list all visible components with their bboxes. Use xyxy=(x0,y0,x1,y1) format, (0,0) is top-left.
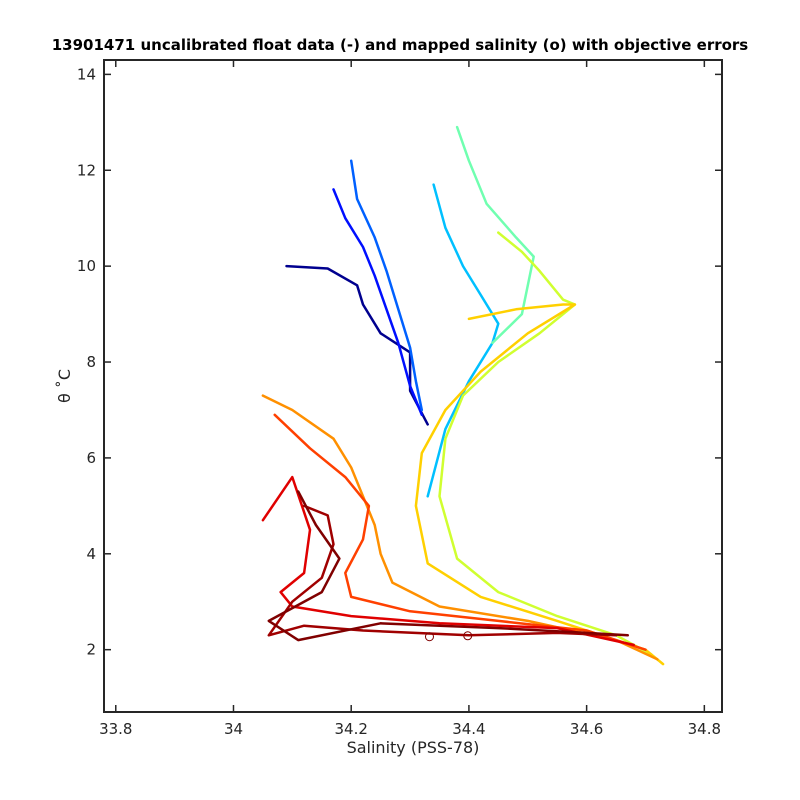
profile-line-5 xyxy=(455,125,535,345)
x-tick-label: 34.8 xyxy=(688,720,721,738)
profile-line-12 xyxy=(267,490,630,642)
x-tick-label: 33.8 xyxy=(99,720,132,738)
x-axis: 33.8 34 34.2 34.4 34.6 34.8 xyxy=(99,60,721,738)
x-axis-label: Salinity (PSS-78) xyxy=(347,738,480,757)
profile-line-6 xyxy=(438,231,653,656)
x-tick-label: 34.4 xyxy=(452,720,485,738)
plot-area xyxy=(104,60,722,712)
y-tick-label: 10 xyxy=(77,257,96,275)
y-tick-label: 6 xyxy=(86,449,96,467)
profile-line-2 xyxy=(332,188,424,417)
x-tick-label: 34 xyxy=(224,720,243,738)
y-tick-label: 14 xyxy=(77,65,96,83)
plot-frame xyxy=(103,59,723,713)
mapped-salinity-marker-2 xyxy=(463,631,473,641)
y-axis-label: θ ˚C xyxy=(55,369,74,403)
profile-line-7 xyxy=(414,303,665,666)
profile-line-8 xyxy=(261,394,659,661)
y-tick-label: 4 xyxy=(86,545,96,563)
profile-line-9 xyxy=(273,413,647,651)
x-tick-label: 34.6 xyxy=(570,720,603,738)
x-tick-label: 34.2 xyxy=(334,720,367,738)
series-layer xyxy=(261,125,665,666)
mapped-salinity-marker-1 xyxy=(424,632,434,642)
y-axis: 2 4 6 8 10 12 14 xyxy=(77,65,722,659)
profile-line-4 xyxy=(426,183,500,498)
y-tick-label: 8 xyxy=(86,353,96,371)
marker-layer xyxy=(424,631,473,642)
y-tick-label: 12 xyxy=(77,161,96,179)
profile-line-10 xyxy=(261,475,635,647)
profile-line-11 xyxy=(267,504,618,637)
y-tick-label: 2 xyxy=(86,641,96,659)
chart-title: 13901471 uncalibrated float data (-) and… xyxy=(52,36,749,54)
profile-line-3 xyxy=(349,159,424,412)
